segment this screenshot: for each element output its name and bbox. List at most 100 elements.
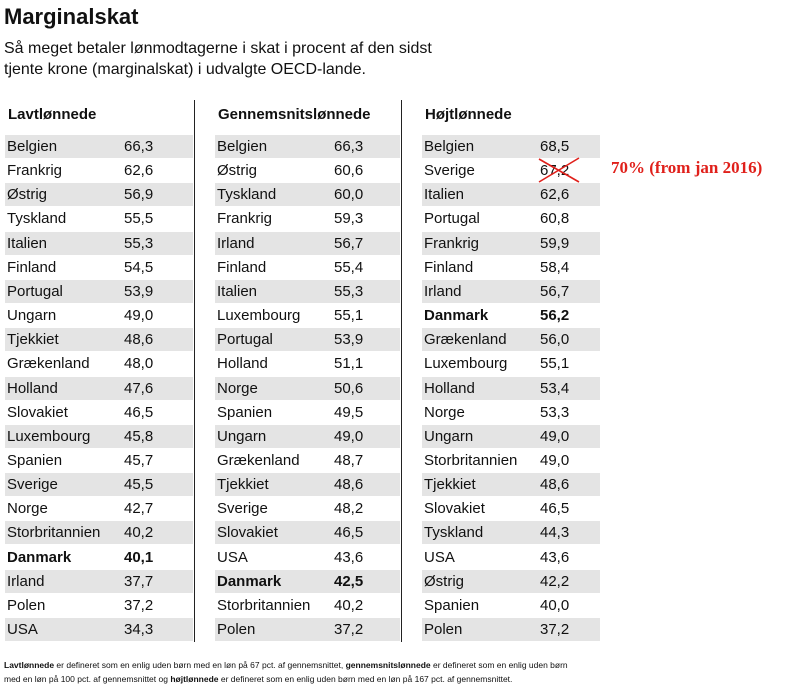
value: 44,3 <box>540 524 570 542</box>
cross <box>538 157 580 183</box>
row-bg <box>422 279 600 303</box>
row-bg <box>422 352 600 376</box>
annotation: 70% (from jan 2016) <box>611 158 763 178</box>
country: Storbritannien <box>424 451 518 469</box>
footnote-part: Lavtlønnede <box>4 660 55 670</box>
value: 37,2 <box>334 621 364 638</box>
country: Finland <box>7 258 57 276</box>
country: Sverige <box>7 476 58 494</box>
country: Tjekkiet <box>7 331 59 349</box>
value: 59,3 <box>334 210 364 228</box>
country: Østrig <box>424 572 465 590</box>
value: 55,3 <box>124 234 154 252</box>
row-bg <box>215 521 400 545</box>
country: Frankrig <box>424 234 480 252</box>
value: 53,9 <box>334 331 364 349</box>
value: 62,6 <box>124 162 154 180</box>
country: Spanien <box>424 596 480 614</box>
row-bg <box>5 473 193 497</box>
country: Tyskland <box>7 210 67 228</box>
row-bg <box>5 255 193 279</box>
subtitle: tjente krone (marginalskat) i udvalgte O… <box>4 61 366 78</box>
value: 40,2 <box>334 596 364 614</box>
row-bg <box>422 521 600 545</box>
row-bg <box>215 352 400 376</box>
value: 48,7 <box>334 451 364 469</box>
value: 49,0 <box>540 427 570 445</box>
country: Østrig <box>217 162 258 180</box>
country: Storbritannien <box>7 524 101 542</box>
country: Italien <box>7 234 48 252</box>
country: Irland <box>217 234 255 252</box>
country: Irland <box>424 282 462 300</box>
value: 45,8 <box>124 427 154 445</box>
row-bg <box>215 207 400 231</box>
value: 48,6 <box>334 476 364 494</box>
country: Portugal <box>424 210 480 228</box>
subtitle: Så meget betaler lønmodtagerne i skat i … <box>4 40 432 57</box>
footnote-part: gennemsnitslønnede <box>345 660 431 670</box>
row-bg <box>215 304 400 328</box>
value: 46,5 <box>334 524 364 542</box>
column-header: Højtlønnede <box>425 106 512 123</box>
country: Frankrig <box>7 162 63 180</box>
row-bg <box>215 497 400 521</box>
country: Polen <box>7 596 46 614</box>
country: USA <box>424 548 455 566</box>
value: 37,7 <box>124 572 154 590</box>
value: 48,0 <box>124 355 154 373</box>
value: 55,1 <box>334 307 364 325</box>
country: Finland <box>217 258 267 276</box>
value: 49,5 <box>334 403 364 421</box>
row-bg <box>215 545 400 569</box>
country: Luxembourg <box>7 427 91 445</box>
row-bg <box>422 593 600 617</box>
value: 53,3 <box>540 403 570 421</box>
row-bg <box>215 328 400 352</box>
country: Holland <box>217 355 268 373</box>
row-bg <box>5 618 193 641</box>
row-bg <box>215 473 400 497</box>
value: 34,3 <box>124 621 154 638</box>
country: Ungarn <box>424 427 474 445</box>
row-bg <box>422 473 600 497</box>
country: Norge <box>7 500 48 518</box>
value: 66,3 <box>124 138 154 155</box>
country: Italien <box>217 282 258 300</box>
country: Holland <box>424 379 475 397</box>
value: 56,0 <box>540 331 570 349</box>
row-bg <box>5 545 193 569</box>
footnote-part: højtlønnede <box>170 674 219 684</box>
country: Holland <box>7 379 58 397</box>
country: Luxembourg <box>217 307 301 325</box>
country: Sverige <box>424 162 475 180</box>
row-bg <box>422 159 600 183</box>
country: Portugal <box>7 282 63 300</box>
value: 53,4 <box>540 379 570 397</box>
country: Italien <box>424 186 465 204</box>
row-bg <box>215 159 400 183</box>
row-bg <box>215 279 400 303</box>
title: Marginalskat <box>4 4 139 29</box>
country: Irland <box>7 572 45 590</box>
row-bg <box>422 497 600 521</box>
row-bg <box>5 593 193 617</box>
value: 53,9 <box>124 282 154 300</box>
row-bg <box>422 231 600 255</box>
value: 66,3 <box>334 138 364 155</box>
row-bg <box>215 448 400 472</box>
row-bg <box>215 569 400 593</box>
value: 68,5 <box>540 138 570 155</box>
value: 55,4 <box>334 258 364 276</box>
value: 56,7 <box>540 282 570 300</box>
value: 48,2 <box>334 500 364 518</box>
country: Norge <box>217 379 258 397</box>
row-bg <box>215 424 400 448</box>
country: Grækenland <box>424 331 507 349</box>
row-bg <box>5 448 193 472</box>
value: 48,6 <box>124 331 154 349</box>
value: 55,3 <box>334 282 364 300</box>
country: Grækenland <box>217 451 300 469</box>
value: 46,5 <box>540 500 570 518</box>
footnote-part: er defineret som en enlig uden børn <box>430 660 568 670</box>
